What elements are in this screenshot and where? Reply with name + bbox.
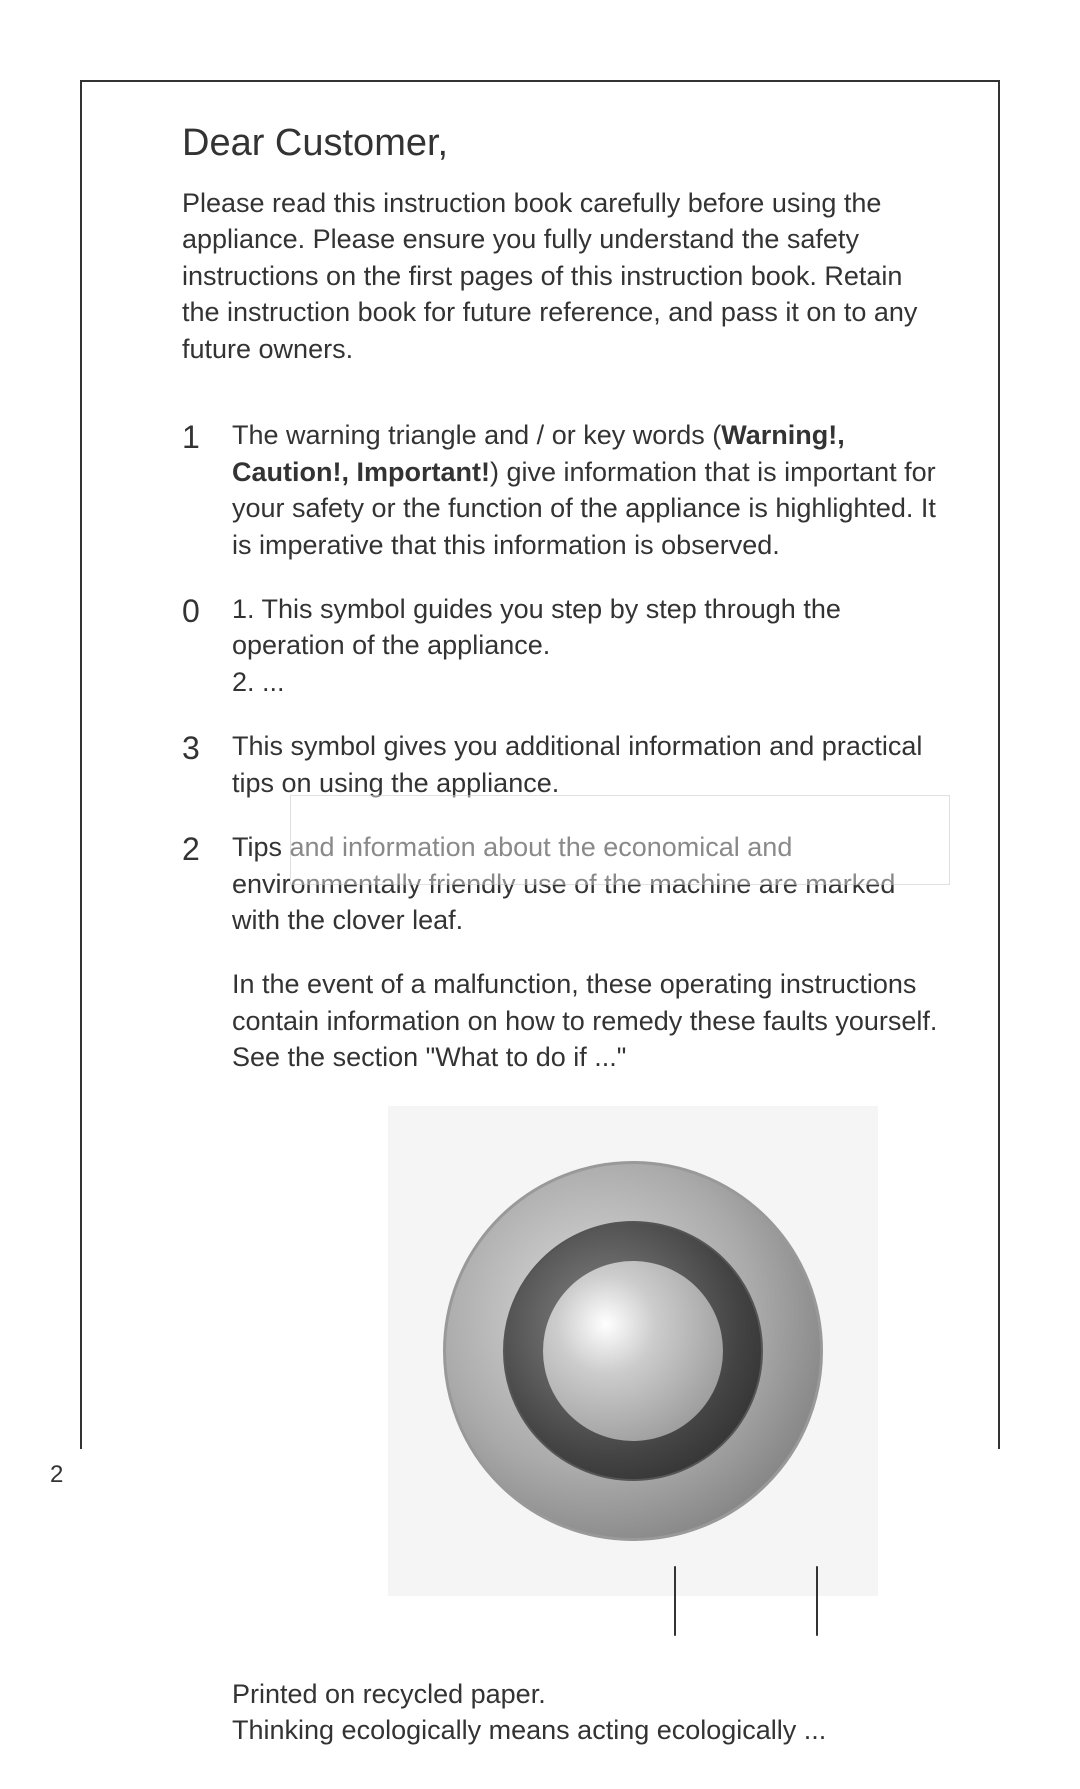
numbered-step-2: 2. ... [232,664,938,700]
callout-marks [674,1566,818,1636]
footer-line-2: Thinking ecologically means acting ecolo… [232,1712,938,1748]
page-number: 2 [50,1461,63,1489]
washing-machine-image [388,1106,878,1596]
machine-door [443,1161,823,1541]
footer-line-1: Printed on recycled paper. [232,1676,938,1712]
symbol-marker: 2 [182,829,232,938]
callout-line [674,1566,676,1636]
malfunction-paragraph: In the event of a malfunction, these ope… [232,966,938,1075]
footer-text: Printed on recycled paper. Thinking ecol… [232,1676,938,1749]
symbol-marker: 3 [182,728,232,801]
symbol-section-steps: 0 1. This symbol guides you step by step… [182,591,938,700]
symbol-text: The warning triangle and / or key words … [232,417,938,563]
symbol-text: 1. This symbol guides you step by step t… [232,591,938,700]
symbol-marker: 0 [182,591,232,700]
symbol-section-warning: 1 The warning triangle and / or key word… [182,417,938,563]
numbered-step-1: 1. This symbol guides you step by step t… [232,591,938,664]
intro-paragraph: Please read this instruction book carefu… [182,185,938,367]
symbol-section-tips: 3 This symbol gives you additional infor… [182,728,938,801]
page-title: Dear Customer, [182,122,938,165]
machine-glass [543,1261,723,1441]
text-pre: The warning triangle and / or key words … [232,420,721,450]
overlay-panel [290,795,950,885]
symbol-marker: 1 [182,417,232,563]
content-area: Dear Customer, Please read this instruct… [82,82,998,1789]
machine-drum [503,1221,763,1481]
callout-line [816,1566,818,1636]
washing-machine-icon [388,1106,878,1596]
symbol-text: This symbol gives you additional informa… [232,728,938,801]
page-border: Dear Customer, Please read this instruct… [80,80,1000,1449]
